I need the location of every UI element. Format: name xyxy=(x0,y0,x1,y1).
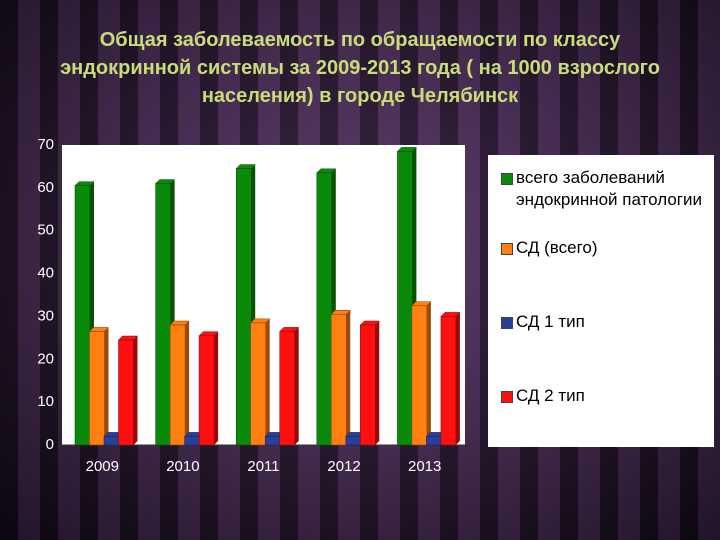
y-tick-label: 60 xyxy=(37,179,54,196)
bar-side xyxy=(455,312,460,445)
bar-side xyxy=(426,301,431,445)
bar-side xyxy=(133,336,138,445)
bar-side xyxy=(185,321,190,445)
legend-entry: СД 2 тип xyxy=(501,385,711,407)
bar-side xyxy=(104,327,109,445)
legend-swatch xyxy=(501,317,513,329)
x-tick-label: 2010 xyxy=(166,458,199,475)
bar xyxy=(169,324,186,446)
bar xyxy=(250,322,266,446)
chart-title: Общая заболеваемость по обращаемости по … xyxy=(60,29,660,107)
bar xyxy=(440,316,457,446)
bar xyxy=(118,339,134,446)
bar xyxy=(103,436,120,446)
bar xyxy=(184,436,200,446)
bar-side xyxy=(346,310,351,445)
legend-label: СД (всего) xyxy=(516,238,598,257)
y-tick-label: 20 xyxy=(37,350,54,367)
legend-swatch xyxy=(501,391,513,403)
y-tick-label: 0 xyxy=(46,436,54,453)
bar xyxy=(264,436,281,446)
legend-entry: СД 1 тип xyxy=(501,311,711,333)
x-tick-label: 2011 xyxy=(247,458,279,475)
y-tick-label: 50 xyxy=(37,222,54,239)
legend-entry: СД (всего) xyxy=(501,237,711,259)
bar xyxy=(74,185,91,446)
bar xyxy=(279,331,295,446)
bar-side xyxy=(375,321,380,445)
bar xyxy=(235,168,252,446)
bar xyxy=(360,324,376,446)
legend-label: всего заболеваний эндокринной патологии xyxy=(516,168,702,209)
legend-label: СД 2 тип xyxy=(516,386,585,405)
legend-swatch xyxy=(501,243,513,255)
bar xyxy=(198,335,215,446)
bar xyxy=(89,331,105,446)
bar xyxy=(155,183,171,446)
bar-side xyxy=(265,318,270,445)
bar xyxy=(426,436,442,446)
bar xyxy=(345,436,362,446)
bar xyxy=(316,172,333,446)
bar-side xyxy=(214,331,219,445)
bar-side xyxy=(294,327,299,445)
legend-label: СД 1 тип xyxy=(516,312,585,331)
y-tick-label: 70 xyxy=(37,136,54,153)
legend: всего заболеваний эндокринной патологии С… xyxy=(488,155,714,447)
bar xyxy=(331,314,347,446)
x-tick-label: 2012 xyxy=(327,458,360,475)
y-tick-label: 10 xyxy=(37,393,54,410)
legend-swatch xyxy=(501,173,513,185)
y-tick-label: 30 xyxy=(37,307,54,324)
legend-entry: всего заболеваний эндокринной патологии xyxy=(501,167,711,211)
x-tick-label: 2013 xyxy=(408,458,441,475)
bar xyxy=(397,151,413,446)
bar xyxy=(411,305,428,446)
y-tick-label: 40 xyxy=(37,265,54,282)
x-tick-label: 2009 xyxy=(86,458,119,475)
